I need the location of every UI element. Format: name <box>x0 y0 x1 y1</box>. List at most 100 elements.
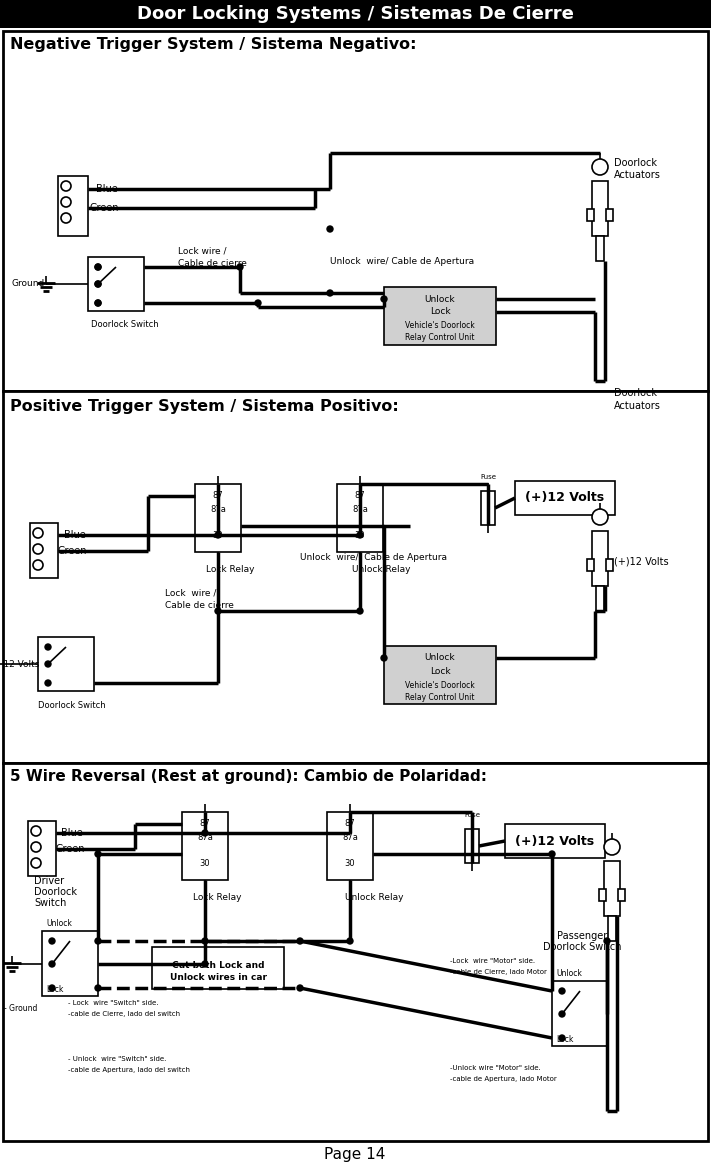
Text: -cable de Cierre, lado Motor: -cable de Cierre, lado Motor <box>450 969 547 975</box>
Circle shape <box>202 830 208 836</box>
Text: Vehicle's Doorlock: Vehicle's Doorlock <box>405 680 475 690</box>
Text: -cable de Apertura, lado del switch: -cable de Apertura, lado del switch <box>68 1067 190 1073</box>
Circle shape <box>31 857 41 868</box>
Bar <box>3 30 708 391</box>
Text: Page 14: Page 14 <box>324 1147 385 1162</box>
Text: -Lock  wire "Motor" side.: -Lock wire "Motor" side. <box>450 958 535 964</box>
Circle shape <box>95 300 101 306</box>
Text: 30: 30 <box>355 531 365 541</box>
Bar <box>38 637 94 691</box>
Bar <box>481 491 495 526</box>
Circle shape <box>33 560 43 570</box>
Circle shape <box>549 850 555 857</box>
Text: Unlock Relay: Unlock Relay <box>345 894 404 902</box>
Text: Doorlock Switch: Doorlock Switch <box>91 320 159 328</box>
Circle shape <box>95 985 101 991</box>
Text: Doorlock Switch: Doorlock Switch <box>38 701 106 710</box>
Bar <box>384 287 496 345</box>
Bar <box>608 916 616 941</box>
Circle shape <box>61 197 71 206</box>
Circle shape <box>95 264 101 270</box>
Bar <box>592 181 608 236</box>
Text: Blue: Blue <box>96 184 118 194</box>
Text: (+) 12 Volts: (+) 12 Volts <box>0 659 39 669</box>
Circle shape <box>255 300 261 306</box>
Bar <box>505 823 605 857</box>
Circle shape <box>95 938 101 944</box>
Text: -Unlock wire "Motor" side.: -Unlock wire "Motor" side. <box>450 1065 541 1071</box>
Circle shape <box>95 264 101 270</box>
Circle shape <box>95 282 101 287</box>
Bar <box>30 523 58 578</box>
Text: - Ground: - Ground <box>4 1004 38 1013</box>
Bar <box>587 209 594 221</box>
Circle shape <box>49 961 55 967</box>
Text: Relay Control Unit: Relay Control Unit <box>405 333 475 343</box>
Circle shape <box>31 842 41 852</box>
Bar <box>28 821 56 876</box>
Circle shape <box>237 264 243 270</box>
Circle shape <box>604 938 610 944</box>
Text: Lock: Lock <box>429 666 450 676</box>
Circle shape <box>357 608 363 613</box>
Circle shape <box>381 296 387 301</box>
Text: Switch: Switch <box>34 899 66 908</box>
Circle shape <box>592 160 608 175</box>
Text: 30: 30 <box>200 860 210 868</box>
Text: (+)12 Volts: (+)12 Volts <box>525 491 604 504</box>
Circle shape <box>45 644 51 650</box>
Text: Cable de cierre: Cable de cierre <box>165 602 234 610</box>
Bar <box>599 889 606 901</box>
Text: Door Locking Systems / Sistemas De Cierre: Door Locking Systems / Sistemas De Cierr… <box>137 5 574 23</box>
Text: Actuators: Actuators <box>614 401 661 411</box>
Text: - Unlock  wire "Switch" side.: - Unlock wire "Switch" side. <box>68 1056 166 1062</box>
Text: Green: Green <box>90 203 119 213</box>
Circle shape <box>33 544 43 554</box>
Bar <box>3 391 708 762</box>
Text: Lock: Lock <box>556 1035 573 1044</box>
Circle shape <box>357 533 363 538</box>
Text: -cable de Apertura, lado Motor: -cable de Apertura, lado Motor <box>450 1076 557 1082</box>
Circle shape <box>33 528 43 538</box>
Text: 87: 87 <box>345 820 356 828</box>
Circle shape <box>61 213 71 223</box>
Text: Green: Green <box>55 845 85 854</box>
Text: Lock Relay: Lock Relay <box>193 894 242 902</box>
Text: Doorlock: Doorlock <box>614 158 657 168</box>
Text: (+)12 Volts: (+)12 Volts <box>614 556 668 567</box>
Bar <box>592 531 608 586</box>
Text: 87a: 87a <box>352 506 368 515</box>
Text: Blue: Blue <box>61 828 82 838</box>
Text: 87: 87 <box>200 820 210 828</box>
Bar <box>552 981 608 1046</box>
Bar <box>3 762 708 1141</box>
Bar <box>606 560 613 571</box>
Circle shape <box>215 533 221 538</box>
Text: 5 Wire Reversal (Rest at ground): Cambio de Polaridad:: 5 Wire Reversal (Rest at ground): Cambio… <box>10 769 487 785</box>
Text: Positive Trigger System / Sistema Positivo:: Positive Trigger System / Sistema Positi… <box>10 399 399 414</box>
Bar <box>42 931 98 996</box>
Circle shape <box>95 282 101 287</box>
Circle shape <box>45 680 51 686</box>
Bar <box>604 861 620 916</box>
Circle shape <box>49 985 55 991</box>
Circle shape <box>202 961 208 967</box>
Text: 30: 30 <box>345 860 356 868</box>
Circle shape <box>215 608 221 613</box>
Circle shape <box>559 988 565 994</box>
Text: Relay Control Unit: Relay Control Unit <box>405 692 475 701</box>
Circle shape <box>559 1011 565 1017</box>
Text: Lock: Lock <box>429 307 450 317</box>
Bar <box>618 889 625 901</box>
Text: Unlock wires in car: Unlock wires in car <box>169 974 267 983</box>
Text: Doorlock: Doorlock <box>614 388 657 398</box>
Circle shape <box>297 985 303 991</box>
Circle shape <box>61 181 71 191</box>
Bar <box>88 257 144 311</box>
Bar <box>606 209 613 221</box>
Text: Passenger: Passenger <box>557 931 607 941</box>
Text: Fuse: Fuse <box>480 474 496 480</box>
Text: Cable de cierre: Cable de cierre <box>178 259 247 269</box>
Text: 87a: 87a <box>342 834 358 842</box>
Text: Unlock: Unlock <box>424 653 455 663</box>
